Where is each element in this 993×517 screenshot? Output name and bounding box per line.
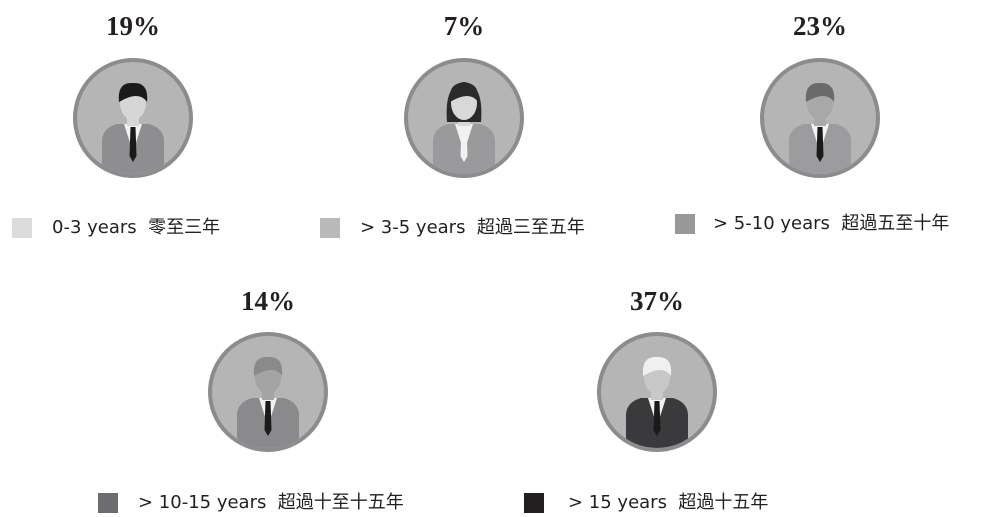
tie (653, 401, 661, 436)
hair (118, 82, 148, 102)
tie (460, 127, 468, 162)
legend-label: 0-3 years 零至三年 (52, 217, 220, 238)
avatar-icon (760, 58, 880, 178)
percent-label: 37% (630, 286, 684, 316)
percent-label: 14% (241, 286, 295, 316)
avatar-icon (208, 332, 328, 452)
legend-swatch (98, 493, 118, 513)
legend-swatch (675, 214, 695, 234)
hair (253, 356, 283, 376)
person (626, 356, 688, 448)
legend-swatch (320, 218, 340, 238)
person (789, 82, 851, 174)
tie (264, 401, 272, 436)
avatar-icon (73, 58, 193, 178)
percent-label: 7% (444, 11, 485, 41)
person (237, 356, 299, 448)
person (102, 82, 164, 174)
percent-label: 19% (106, 11, 160, 41)
person (433, 82, 495, 174)
legend-label: > 10-15 years 超過十至十五年 (138, 492, 404, 513)
hair (449, 82, 479, 102)
legend-label: > 15 years 超過十五年 (568, 492, 768, 513)
hair (642, 356, 672, 376)
legend-label: > 5-10 years 超過五至十年 (713, 213, 949, 234)
percent-label: 23% (793, 11, 847, 41)
avatar-icon (597, 332, 717, 452)
tie (816, 127, 824, 162)
tie (129, 127, 137, 162)
legend-label: > 3-5 years 超過三至五年 (360, 217, 585, 238)
legend-swatch (524, 493, 544, 513)
legend-swatch (12, 218, 32, 238)
avatar-icon (404, 58, 524, 178)
hair (805, 82, 835, 102)
